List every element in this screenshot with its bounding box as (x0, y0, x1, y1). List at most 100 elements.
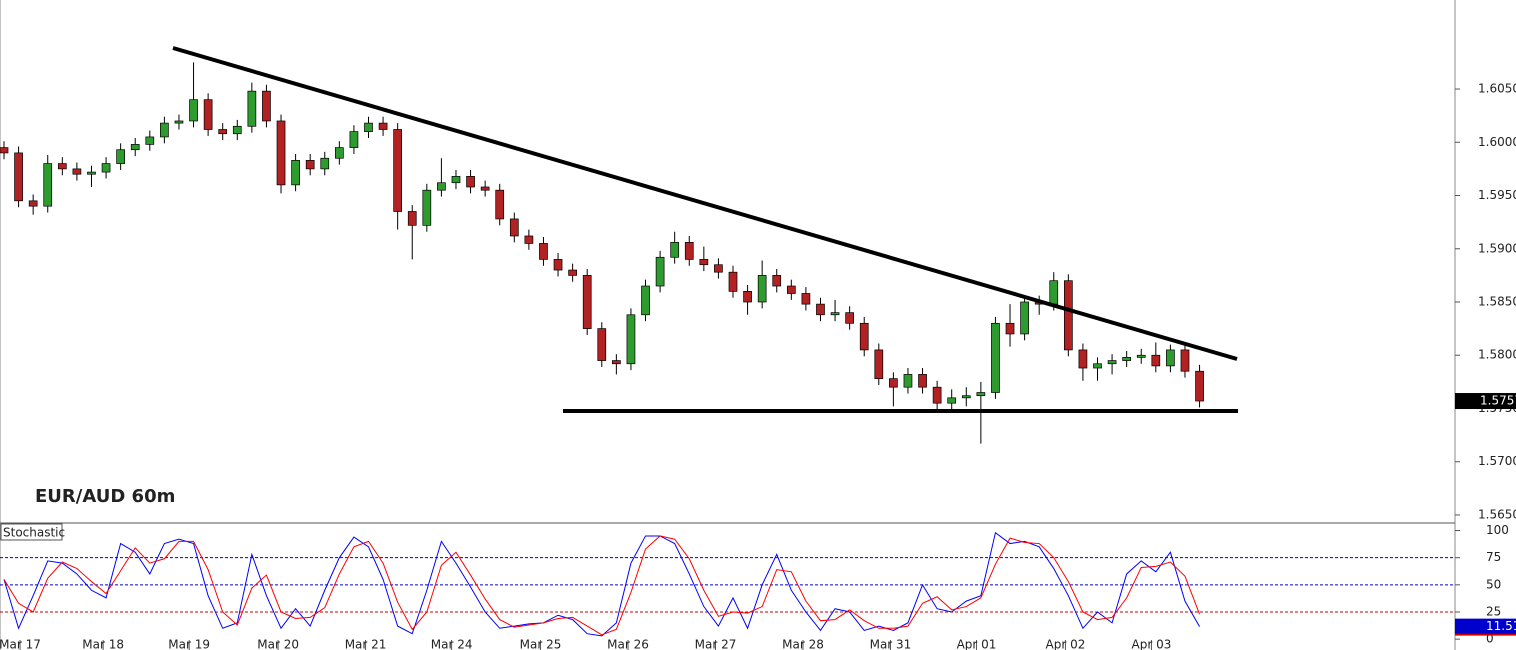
candle-body (757, 275, 767, 303)
candle-body (859, 322, 869, 351)
candle-body (1122, 357, 1132, 361)
y-tick-label: 75 (1486, 550, 1501, 564)
candle-body (714, 264, 723, 273)
candle-body (1078, 349, 1088, 369)
candle-body (889, 378, 898, 388)
chart-title: EUR/AUD 60m (35, 486, 175, 507)
candle-body (160, 122, 169, 138)
candle-body (174, 120, 184, 124)
candle-body (1005, 322, 1015, 335)
candle-body (130, 144, 140, 151)
x-tick-label: Apr 03 (1132, 638, 1172, 650)
candle-body (495, 189, 505, 220)
last-price-label: 1.5757 (1480, 394, 1516, 408)
y-tick-label: 1.5850 (1478, 294, 1516, 308)
stochastic-line (3, 535, 1201, 636)
candle-body (626, 314, 636, 365)
candle-body (874, 349, 884, 380)
candle-body (816, 303, 825, 316)
x-tick-label: Mar 17 (0, 638, 41, 650)
candle-body (203, 99, 213, 130)
candle-body (772, 275, 782, 287)
candle-body (728, 271, 738, 292)
y-tick-label: 1.5700 (1478, 454, 1516, 468)
y-tick-label: 1.5800 (1478, 348, 1516, 362)
candle-body (218, 129, 228, 135)
candle-body (845, 312, 854, 324)
candle-body (480, 186, 490, 191)
y-tick-label: 1.5950 (1478, 188, 1516, 202)
candle-body (101, 163, 111, 173)
y-tick-label: 100 (1486, 523, 1509, 537)
y-tick-label: 25 (1486, 604, 1501, 618)
candle-body (320, 157, 330, 170)
last-value-badge (1455, 618, 1516, 635)
candle-body (451, 175, 461, 184)
candle-body (597, 328, 607, 361)
candle-body (1093, 363, 1102, 369)
x-tick-label: Mar 18 (82, 638, 124, 650)
candle-body (378, 122, 388, 130)
x-tick-label: Mar 28 (782, 638, 824, 650)
candle-body (422, 189, 432, 226)
candle-body (918, 374, 927, 388)
candle-body (582, 275, 592, 329)
candle-body (1151, 354, 1161, 367)
y-tick-label: 1.6000 (1478, 135, 1516, 149)
candle-body (1136, 354, 1146, 358)
y-tick-label: 50 (1486, 577, 1501, 591)
candle-body (364, 122, 373, 132)
candle-body (0, 147, 9, 154)
candle-body (393, 129, 403, 212)
y-tick-label: 1.6050 (1478, 82, 1516, 96)
candle-body (437, 182, 446, 191)
y-tick-label: 1.5650 (1478, 507, 1516, 521)
candle-body (684, 242, 694, 260)
candle-body (961, 395, 971, 399)
candle-body (72, 168, 82, 175)
candle-body (262, 90, 271, 122)
stochastic-line (3, 531, 1200, 637)
candle-body (1020, 301, 1029, 335)
candle-body (116, 149, 125, 164)
x-tick-label: Mar 25 (520, 638, 562, 650)
candle-body (947, 397, 957, 404)
indicator-label-box (0, 523, 63, 541)
candle-body (655, 256, 665, 287)
candle-body (189, 99, 198, 122)
candle-body (247, 90, 257, 127)
candle-body (407, 211, 417, 226)
x-tick-label: Mar 20 (257, 638, 299, 650)
candle-body (786, 285, 796, 294)
x-tick-label: Mar 31 (870, 638, 912, 650)
candle-body (334, 147, 344, 159)
resistance-trendline[interactable] (172, 46, 1238, 361)
candle-body (1049, 280, 1059, 305)
candle-body (1063, 280, 1073, 351)
candle-body (57, 163, 67, 170)
candle-body (612, 360, 621, 365)
candle-body (524, 235, 534, 244)
candle-body (670, 242, 680, 258)
last-price-badge (1455, 393, 1516, 410)
candle-body (291, 160, 300, 186)
x-tick-label: Mar 27 (695, 638, 737, 650)
candle-body (28, 200, 38, 207)
candle-body (145, 136, 155, 145)
candle-body (641, 285, 650, 316)
candle-body (466, 175, 475, 188)
indicator-label: Stochastic (3, 526, 65, 540)
candle-body (801, 293, 811, 305)
x-tick-label: Mar 21 (345, 638, 387, 650)
candle-body (903, 374, 913, 388)
candle-body (932, 386, 942, 404)
candle-body (87, 171, 96, 175)
x-tick-label: Mar 19 (168, 638, 210, 650)
candle-body (991, 322, 1000, 393)
y-tick-label: 0 (1486, 632, 1494, 646)
candle-body (743, 290, 752, 303)
candle-body (568, 269, 577, 276)
candle-body (539, 243, 548, 260)
